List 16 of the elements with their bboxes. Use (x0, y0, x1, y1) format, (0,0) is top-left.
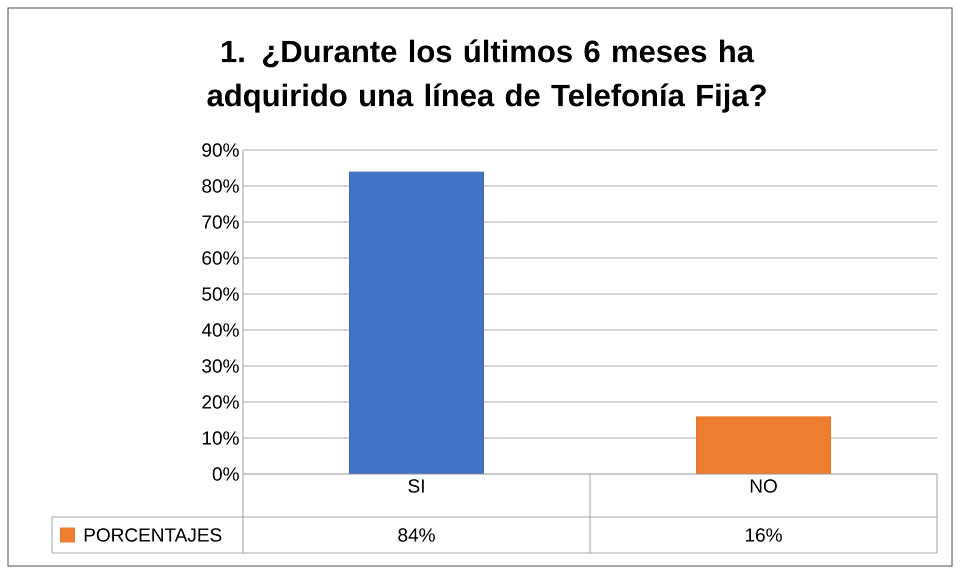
y-tick-label: 90% (202, 143, 239, 157)
chart-title: 1. ¿Durante los últimos 6 meses ha adquirido una línea de Telefonía Fija? (207, 39, 766, 113)
y-tick-label: 20% (202, 395, 239, 409)
y-tick-label: 70% (202, 215, 239, 229)
x-tick-label: NO (750, 479, 777, 493)
data-label: 84% (398, 528, 435, 542)
y-tick-label: 50% (202, 287, 239, 301)
data-label: 16% (746, 528, 782, 542)
y-tick-label: 30% (202, 359, 239, 373)
y-tick-label: 80% (202, 179, 239, 193)
y-tick-label: 10% (202, 431, 239, 445)
y-tick-label: 40% (202, 323, 239, 337)
y-tick-label: 0% (212, 467, 239, 481)
legend-label: PORCENTAJES (84, 528, 222, 542)
x-tick-label: SI (408, 479, 424, 493)
y-tick-label: 60% (202, 251, 239, 265)
